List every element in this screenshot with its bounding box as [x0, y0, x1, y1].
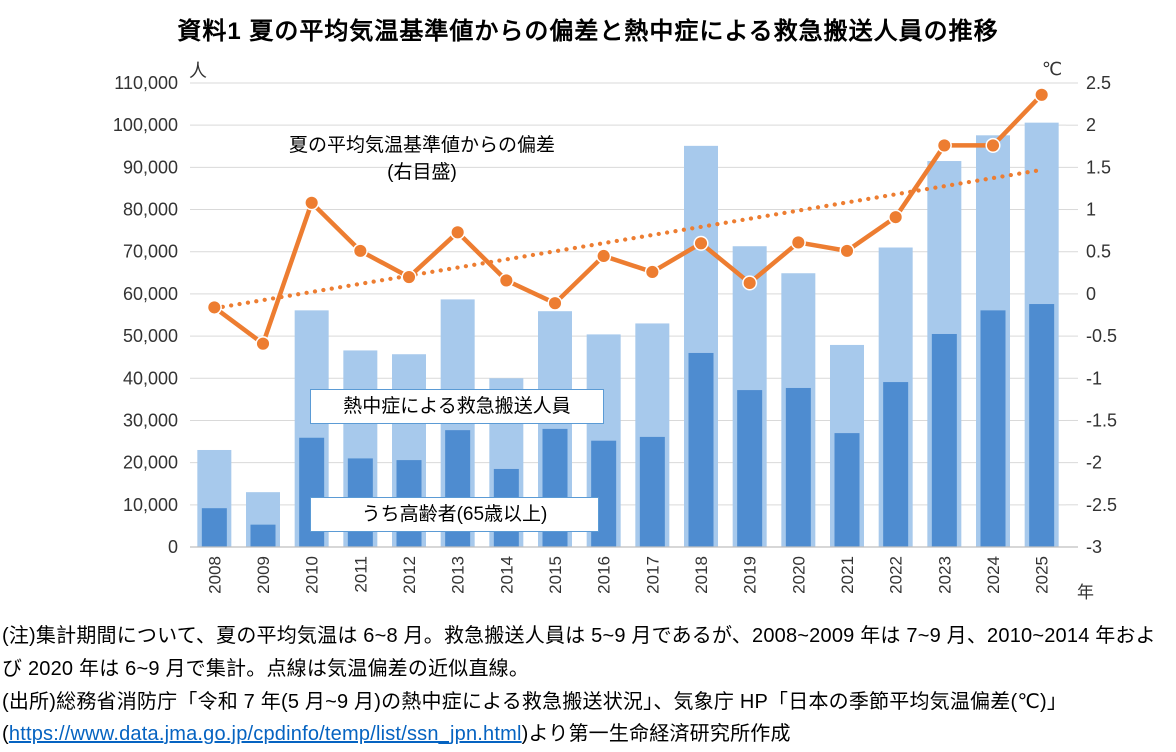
- x-year-label-2008: 2008: [205, 556, 224, 594]
- y-left-tick-label-1: 10,000: [123, 495, 178, 515]
- x-year-label-2021: 2021: [838, 556, 857, 594]
- y-right-tick-label-7: 0.5: [1086, 242, 1111, 262]
- x-year-label-2012: 2012: [400, 556, 419, 594]
- y-right-tick-label-2: -2: [1086, 453, 1102, 473]
- bar-elderly-2024: [980, 310, 1006, 547]
- x-year-label-2024: 2024: [984, 556, 1003, 594]
- y-left-tick-label-11: 110,000: [114, 73, 178, 93]
- y-left-tick-label-6: 60,000: [123, 284, 178, 304]
- x-year-label-2022: 2022: [887, 556, 906, 594]
- source-link[interactable]: https://www.data.jma.go.jp/cpdinfo/temp/…: [8, 723, 522, 745]
- bar-elderly-2019: [737, 390, 763, 547]
- temperature-marker-2018: [693, 235, 709, 251]
- x-year-label-2019: 2019: [741, 556, 760, 594]
- source-suffix: )より第一生命経済研究所作成: [521, 723, 791, 745]
- temperature-line: [212, 92, 1044, 346]
- x-year-label-2015: 2015: [546, 556, 565, 594]
- y-left-tick-label-8: 80,000: [123, 200, 178, 220]
- temperature-marker-2020: [790, 234, 806, 250]
- temperature-marker-2017: [644, 264, 660, 280]
- y-right-tick-label-11: 2.5: [1086, 73, 1111, 93]
- legend-elderly: うち高齢者(65歳以上): [310, 497, 599, 532]
- y-right-tick-label-4: -1: [1086, 368, 1102, 388]
- bar-elderly-2021: [834, 433, 860, 547]
- legend-total-transport: 熱中症による救急搬送人員: [310, 389, 604, 424]
- legend-temperature-line-text: 夏の平均気温基準値からの偏差: [288, 135, 555, 156]
- chart-area: 0 10,000 20,000 30,000 40,000 50,000 60,000 70,…: [113, 59, 1117, 602]
- temperature-marker-2014: [498, 272, 514, 288]
- y-left-tick-label-2: 20,000: [123, 453, 178, 473]
- bar-elderly-2020: [785, 387, 811, 547]
- bar-elderly-2009: [250, 524, 276, 547]
- left-axis-unit-label: 人: [189, 61, 207, 81]
- source-prefix: (出所)総務省消防庁「令和 7 年(5 月~9 月)の熱中症による救急搬送状況」…: [2, 691, 1068, 745]
- y-left-tick-label-5: 50,000: [123, 326, 178, 346]
- note-text: (注)集計期間について、夏の平均気温は 6~8 月。救急搬送人員は 5~9 月で…: [2, 625, 1156, 680]
- x-year-label-2014: 2014: [497, 556, 516, 594]
- temperature-marker-2024: [985, 137, 1001, 153]
- temperature-marker-2023: [936, 137, 952, 153]
- x-year-label-2025: 2025: [1033, 556, 1052, 594]
- y-right-tick-label-3: -1.5: [1086, 410, 1117, 430]
- temperature-marker-2012: [401, 269, 417, 285]
- x-year-label-2018: 2018: [692, 556, 711, 594]
- bar-elderly-2008: [201, 508, 227, 547]
- y-right-tick-label-0: -3: [1086, 537, 1102, 557]
- y-right-tick-label-5: -0.5: [1086, 326, 1117, 346]
- y-right-tick-label-1: -2.5: [1086, 495, 1117, 515]
- y-right-tick-label-8: 1: [1086, 200, 1096, 220]
- y-left-tick-label-10: 100,000: [113, 115, 178, 135]
- bar-elderly-2025: [1029, 304, 1055, 547]
- page-title: 資料1 夏の平均気温基準値からの偏差と熱中症による救急搬送人員の推移: [177, 18, 999, 45]
- y-right-tick-label-10: 2: [1086, 115, 1096, 135]
- x-year-label-2013: 2013: [449, 556, 468, 594]
- x-year-label-2011: 2011: [351, 556, 370, 593]
- y-left-tick-label-4: 40,000: [123, 368, 178, 388]
- temperature-marker-2011: [352, 243, 368, 259]
- chart-svg: 0 10,000 20,000 30,000 40,000 50,000 60,000 70,…: [113, 59, 1117, 602]
- temperature-marker-2019: [742, 275, 758, 291]
- x-axis-unit-label: 年: [1077, 583, 1094, 602]
- temperature-marker-2025: [1034, 87, 1050, 103]
- x-year-label-2010: 2010: [303, 556, 322, 594]
- temperature-marker-2022: [888, 209, 904, 225]
- bar-elderly-2022: [883, 382, 909, 547]
- bar-elderly-2018: [688, 352, 714, 547]
- temperature-marker-2009: [255, 336, 271, 352]
- temperature-marker-2016: [596, 248, 612, 264]
- temperature-marker-2021: [839, 243, 855, 259]
- y-left-tick-label-9: 90,000: [123, 157, 178, 177]
- x-year-label-2017: 2017: [643, 556, 662, 594]
- y-left-tick-label-7: 70,000: [123, 242, 178, 262]
- trend-dotted-line: [212, 167, 1044, 311]
- bar-elderly-2023: [931, 333, 957, 547]
- y-right-tick-label-6: 0: [1086, 284, 1096, 304]
- y-right-tick-label-9: 1.5: [1086, 157, 1111, 177]
- x-year-label-2020: 2020: [789, 556, 808, 594]
- legend-temperature-line-scale: (右目盛): [387, 162, 457, 183]
- y-left-tick-label-3: 30,000: [123, 410, 178, 430]
- right-axis-unit-label: ℃: [1042, 59, 1062, 79]
- y-left-tick-label-0: 0: [168, 537, 178, 557]
- temperature-marker-2008: [206, 299, 222, 315]
- legend-temperature-line: 夏の平均気温基準値からの偏差 (右目盛): [253, 132, 591, 186]
- x-year-label-2023: 2023: [935, 556, 954, 594]
- x-year-label-2016: 2016: [595, 556, 614, 594]
- temperature-marker-2010: [304, 195, 320, 211]
- temperature-marker-2013: [450, 224, 466, 240]
- source-text: (出所)総務省消防庁「令和 7 年(5 月~9 月)の熱中症による救急搬送状況」…: [2, 686, 1174, 750]
- bar-elderly-2017: [639, 436, 665, 547]
- x-year-label-2009: 2009: [254, 556, 273, 594]
- temperature-marker-2015: [547, 295, 563, 311]
